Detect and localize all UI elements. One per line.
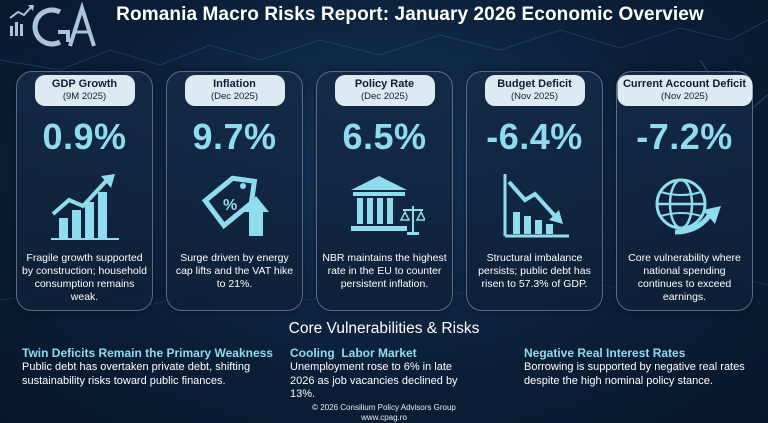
report-title: Romania Macro Risks Report: January 2026… bbox=[116, 4, 704, 25]
card-header-pill: Policy Rate (Dec 2025) bbox=[334, 75, 435, 106]
inflation-value: 9.7% bbox=[192, 116, 277, 157]
risk-item-labor-market: Cooling Labor Market Unemployment rose t… bbox=[290, 346, 465, 402]
risk-text: Borrowing is supported by negative real … bbox=[524, 361, 745, 387]
card-period: (Dec 2025) bbox=[361, 91, 408, 102]
risks-section-title: Core Vulnerabilities & Risks bbox=[288, 320, 480, 337]
card-period: (Nov 2025) bbox=[511, 91, 558, 102]
card-period: (Dec 2025) bbox=[211, 91, 258, 102]
policy-rate-card: Policy Rate (Dec 2025) 6.5% NBR maintain… bbox=[316, 71, 453, 311]
current-account-deficit-value: -7.2% bbox=[636, 116, 733, 157]
card-title: Budget Deficit bbox=[497, 78, 572, 90]
card-period: (9M 2025) bbox=[62, 91, 107, 102]
price-tag-up-arrow-icon: % bbox=[201, 175, 269, 236]
card-header-pill: Inflation (Dec 2025) bbox=[184, 75, 285, 106]
card-header-pill: GDP Growth (9M 2025) bbox=[34, 75, 135, 106]
growth-bar-chart-icon bbox=[50, 174, 119, 240]
globe-arrow-icon bbox=[655, 178, 721, 235]
policy-rate-value: 6.5% bbox=[342, 116, 427, 157]
risk-item-twin-deficits: Twin Deficits Remain the Primary Weaknes… bbox=[22, 346, 277, 388]
card-header-pill: Budget Deficit (Nov 2025) bbox=[484, 75, 585, 106]
risk-title: Cooling Labor Market bbox=[290, 346, 417, 360]
card-title: Policy Rate bbox=[354, 78, 415, 90]
card-description: Surge driven by energy cap lifts and the… bbox=[175, 252, 294, 290]
card-period: (Nov 2025) bbox=[660, 91, 708, 102]
declining-chart-icon bbox=[503, 174, 569, 238]
budget-deficit-card: Budget Deficit (Nov 2025) -6.4% Structur… bbox=[466, 71, 603, 311]
footer-copyright: © 2026 Consilium Policy Advisors Group bbox=[312, 403, 456, 412]
gdp-growth-card: GDP Growth (9M 2025) 0.9% Fragile growth… bbox=[16, 71, 153, 311]
cga-logo bbox=[6, 1, 106, 52]
footer: © 2026 Consilium Policy Advisors Group w… bbox=[0, 403, 768, 423]
card-title: Inflation bbox=[213, 78, 256, 90]
risk-title: Negative Real Interest Rates bbox=[524, 346, 686, 360]
risk-text: Public debt has overtaken private debt, … bbox=[22, 361, 251, 387]
risk-title: Twin Deficits Remain the Primary Weaknes… bbox=[22, 346, 273, 360]
current-account-deficit-card: Current Account Deficit (Nov 2025) -7.2%… bbox=[616, 71, 753, 311]
svg-text:%: % bbox=[223, 197, 237, 214]
budget-deficit-value: -6.4% bbox=[486, 116, 583, 157]
inflation-card: Inflation (Dec 2025) 9.7% % Surge driven… bbox=[166, 71, 303, 311]
risk-text: Unemployment rose to 6% in late 2026 as … bbox=[290, 361, 458, 400]
risk-item-real-rates: Negative Real Interest Rates Borrowing i… bbox=[524, 346, 754, 388]
card-description: NBR maintains the highest rate in the EU… bbox=[322, 252, 447, 290]
gdp-growth-value: 0.9% bbox=[42, 116, 127, 157]
card-title: GDP Growth bbox=[51, 78, 118, 90]
footer-website-link[interactable]: www.cpag.ro bbox=[361, 413, 407, 422]
central-bank-scales-icon bbox=[350, 176, 425, 235]
card-description: Core vulnerability where national spendi… bbox=[628, 252, 741, 303]
card-title: Current Account Deficit bbox=[622, 78, 747, 90]
card-description: Structural imbalance persists; public de… bbox=[478, 252, 591, 290]
card-header-pill: Current Account Deficit (Nov 2025) bbox=[616, 75, 753, 106]
card-description: Fragile growth supported by construction… bbox=[22, 252, 147, 303]
